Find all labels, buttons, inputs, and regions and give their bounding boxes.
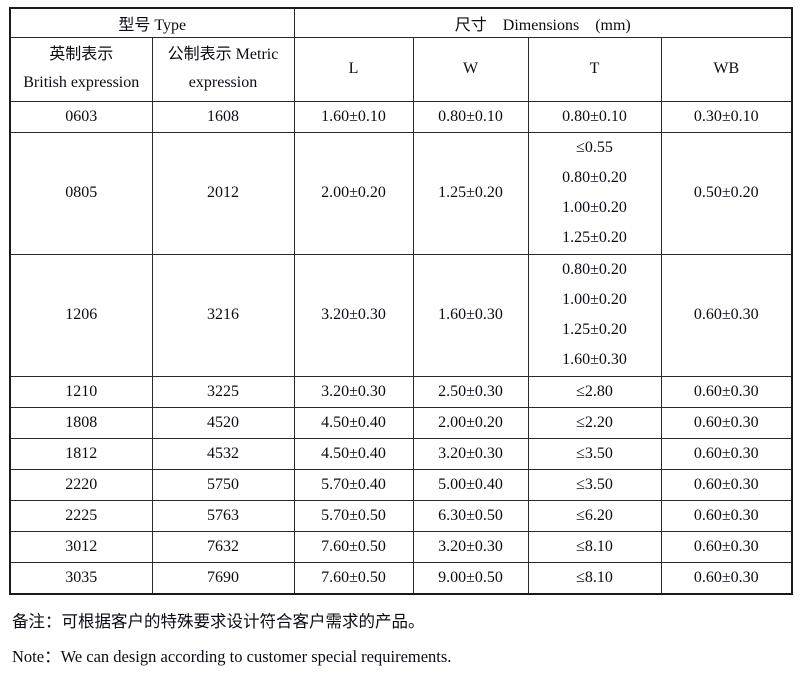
table-row: 2220 5750 5.70±0.40 5.00±0.40 ≤3.50 0.60… xyxy=(9,468,793,501)
cell-length: 5.70±0.40 xyxy=(293,468,414,501)
column-header-metric-expression: 公制表示 Metric expression xyxy=(151,36,295,102)
column-header-british-expression: 英制表示 British expression xyxy=(9,36,153,102)
cell-inch-code: 1808 xyxy=(9,406,153,439)
dimensions-group-header: 尺寸 Dimensions (mm) xyxy=(293,7,793,38)
column-header-length: L xyxy=(293,36,414,102)
cell-thickness: ≤2.20 xyxy=(527,406,662,439)
cell-length: 5.70±0.50 xyxy=(293,499,414,532)
table-row: 1808 4520 4.50±0.40 2.00±0.20 ≤2.20 0.60… xyxy=(9,406,793,439)
table-row: 1812 4532 4.50±0.40 3.20±0.30 ≤3.50 0.60… xyxy=(9,437,793,470)
cell-length: 7.60±0.50 xyxy=(293,561,414,594)
cell-length: 2.00±0.20 xyxy=(293,131,414,255)
cell-wb: 0.60±0.30 xyxy=(660,561,793,594)
cell-inch-code: 3035 xyxy=(9,561,153,594)
cell-width: 9.00±0.50 xyxy=(412,561,529,594)
cell-length: 3.20±0.30 xyxy=(293,253,414,377)
cell-thickness: ≤0.55 0.80±0.20 1.00±0.20 1.25±0.20 xyxy=(527,131,662,255)
note-english: Note：We can design according to customer… xyxy=(12,646,452,666)
cell-wb: 0.60±0.30 xyxy=(660,375,793,408)
cell-length: 7.60±0.50 xyxy=(293,530,414,563)
cell-wb: 0.60±0.30 xyxy=(660,406,793,439)
cell-wb: 0.60±0.30 xyxy=(660,468,793,501)
cell-width: 2.50±0.30 xyxy=(412,375,529,408)
cell-inch-code: 2220 xyxy=(9,468,153,501)
cell-wb: 0.60±0.30 xyxy=(660,530,793,563)
table-row: 3012 7632 7.60±0.50 3.20±0.30 ≤8.10 0.60… xyxy=(9,530,793,563)
cell-metric-code: 3216 xyxy=(151,253,295,377)
cell-metric-code: 4520 xyxy=(151,406,295,439)
cell-inch-code: 0805 xyxy=(9,131,153,255)
cell-width: 3.20±0.30 xyxy=(412,530,529,563)
cell-thickness: ≤6.20 xyxy=(527,499,662,532)
cell-inch-code: 0603 xyxy=(9,100,153,133)
cell-wb: 0.50±0.20 xyxy=(660,131,793,255)
cell-metric-code: 3225 xyxy=(151,375,295,408)
cell-length: 4.50±0.40 xyxy=(293,437,414,470)
cell-metric-code: 5763 xyxy=(151,499,295,532)
cell-length: 4.50±0.40 xyxy=(293,406,414,439)
cell-inch-code: 1210 xyxy=(9,375,153,408)
column-header-wb: WB xyxy=(660,36,793,102)
cell-width: 6.30±0.50 xyxy=(412,499,529,532)
cell-metric-code: 5750 xyxy=(151,468,295,501)
cell-thickness: ≤2.80 xyxy=(527,375,662,408)
cell-metric-code: 2012 xyxy=(151,131,295,255)
cell-length: 3.20±0.30 xyxy=(293,375,414,408)
table-row: 0603 1608 1.60±0.10 0.80±0.10 0.80±0.10 … xyxy=(9,100,793,133)
cell-thickness: ≤8.10 xyxy=(527,561,662,594)
cell-metric-code: 7690 xyxy=(151,561,295,594)
type-group-header: 型号 Type xyxy=(9,7,295,38)
table-row: 1210 3225 3.20±0.30 2.50±0.30 ≤2.80 0.60… xyxy=(9,375,793,408)
cell-wb: 0.30±0.10 xyxy=(660,100,793,133)
cell-width: 3.20±0.30 xyxy=(412,437,529,470)
cell-thickness: ≤8.10 xyxy=(527,530,662,563)
cell-width: 0.80±0.10 xyxy=(412,100,529,133)
cell-inch-code: 2225 xyxy=(9,499,153,532)
table-row: 1206 3216 3.20±0.30 1.60±0.30 0.80±0.20 … xyxy=(9,253,793,377)
cell-width: 1.60±0.30 xyxy=(412,253,529,377)
column-header-width: W xyxy=(412,36,529,102)
cell-wb: 0.60±0.30 xyxy=(660,437,793,470)
cell-width: 5.00±0.40 xyxy=(412,468,529,501)
cell-length: 1.60±0.10 xyxy=(293,100,414,133)
table-row: 2225 5763 5.70±0.50 6.30±0.50 ≤6.20 0.60… xyxy=(9,499,793,532)
cell-width: 1.25±0.20 xyxy=(412,131,529,255)
cell-wb: 0.60±0.30 xyxy=(660,253,793,377)
notes-section: 备注：可根据客户的特殊要求设计符合客户需求的产品。 Note：We can de… xyxy=(9,595,791,667)
cell-thickness: ≤3.50 xyxy=(527,468,662,501)
cell-metric-code: 1608 xyxy=(151,100,295,133)
cell-metric-code: 7632 xyxy=(151,530,295,563)
cell-thickness: 0.80±0.10 xyxy=(527,100,662,133)
cell-inch-code: 1812 xyxy=(9,437,153,470)
table-header-row-2: 英制表示 British expression 公制表示 Metric expr… xyxy=(9,36,793,102)
cell-inch-code: 1206 xyxy=(9,253,153,377)
table-header-row-1: 型号 Type 尺寸 Dimensions (mm) xyxy=(9,7,793,38)
cell-wb: 0.60±0.30 xyxy=(660,499,793,532)
cell-thickness: ≤3.50 xyxy=(527,437,662,470)
cell-metric-code: 4532 xyxy=(151,437,295,470)
note-chinese: 备注：可根据客户的特殊要求设计符合客户需求的产品。 xyxy=(12,611,425,631)
table-row: 0805 2012 2.00±0.20 1.25±0.20 ≤0.55 0.80… xyxy=(9,131,793,255)
cell-width: 2.00±0.20 xyxy=(412,406,529,439)
dimensions-table: 型号 Type 尺寸 Dimensions (mm) 英制表示 British … xyxy=(9,7,794,595)
column-header-thickness: T xyxy=(527,36,662,102)
cell-inch-code: 3012 xyxy=(9,530,153,563)
cell-thickness: 0.80±0.20 1.00±0.20 1.25±0.20 1.60±0.30 xyxy=(527,253,662,377)
table-row: 3035 7690 7.60±0.50 9.00±0.50 ≤8.10 0.60… xyxy=(9,561,793,594)
